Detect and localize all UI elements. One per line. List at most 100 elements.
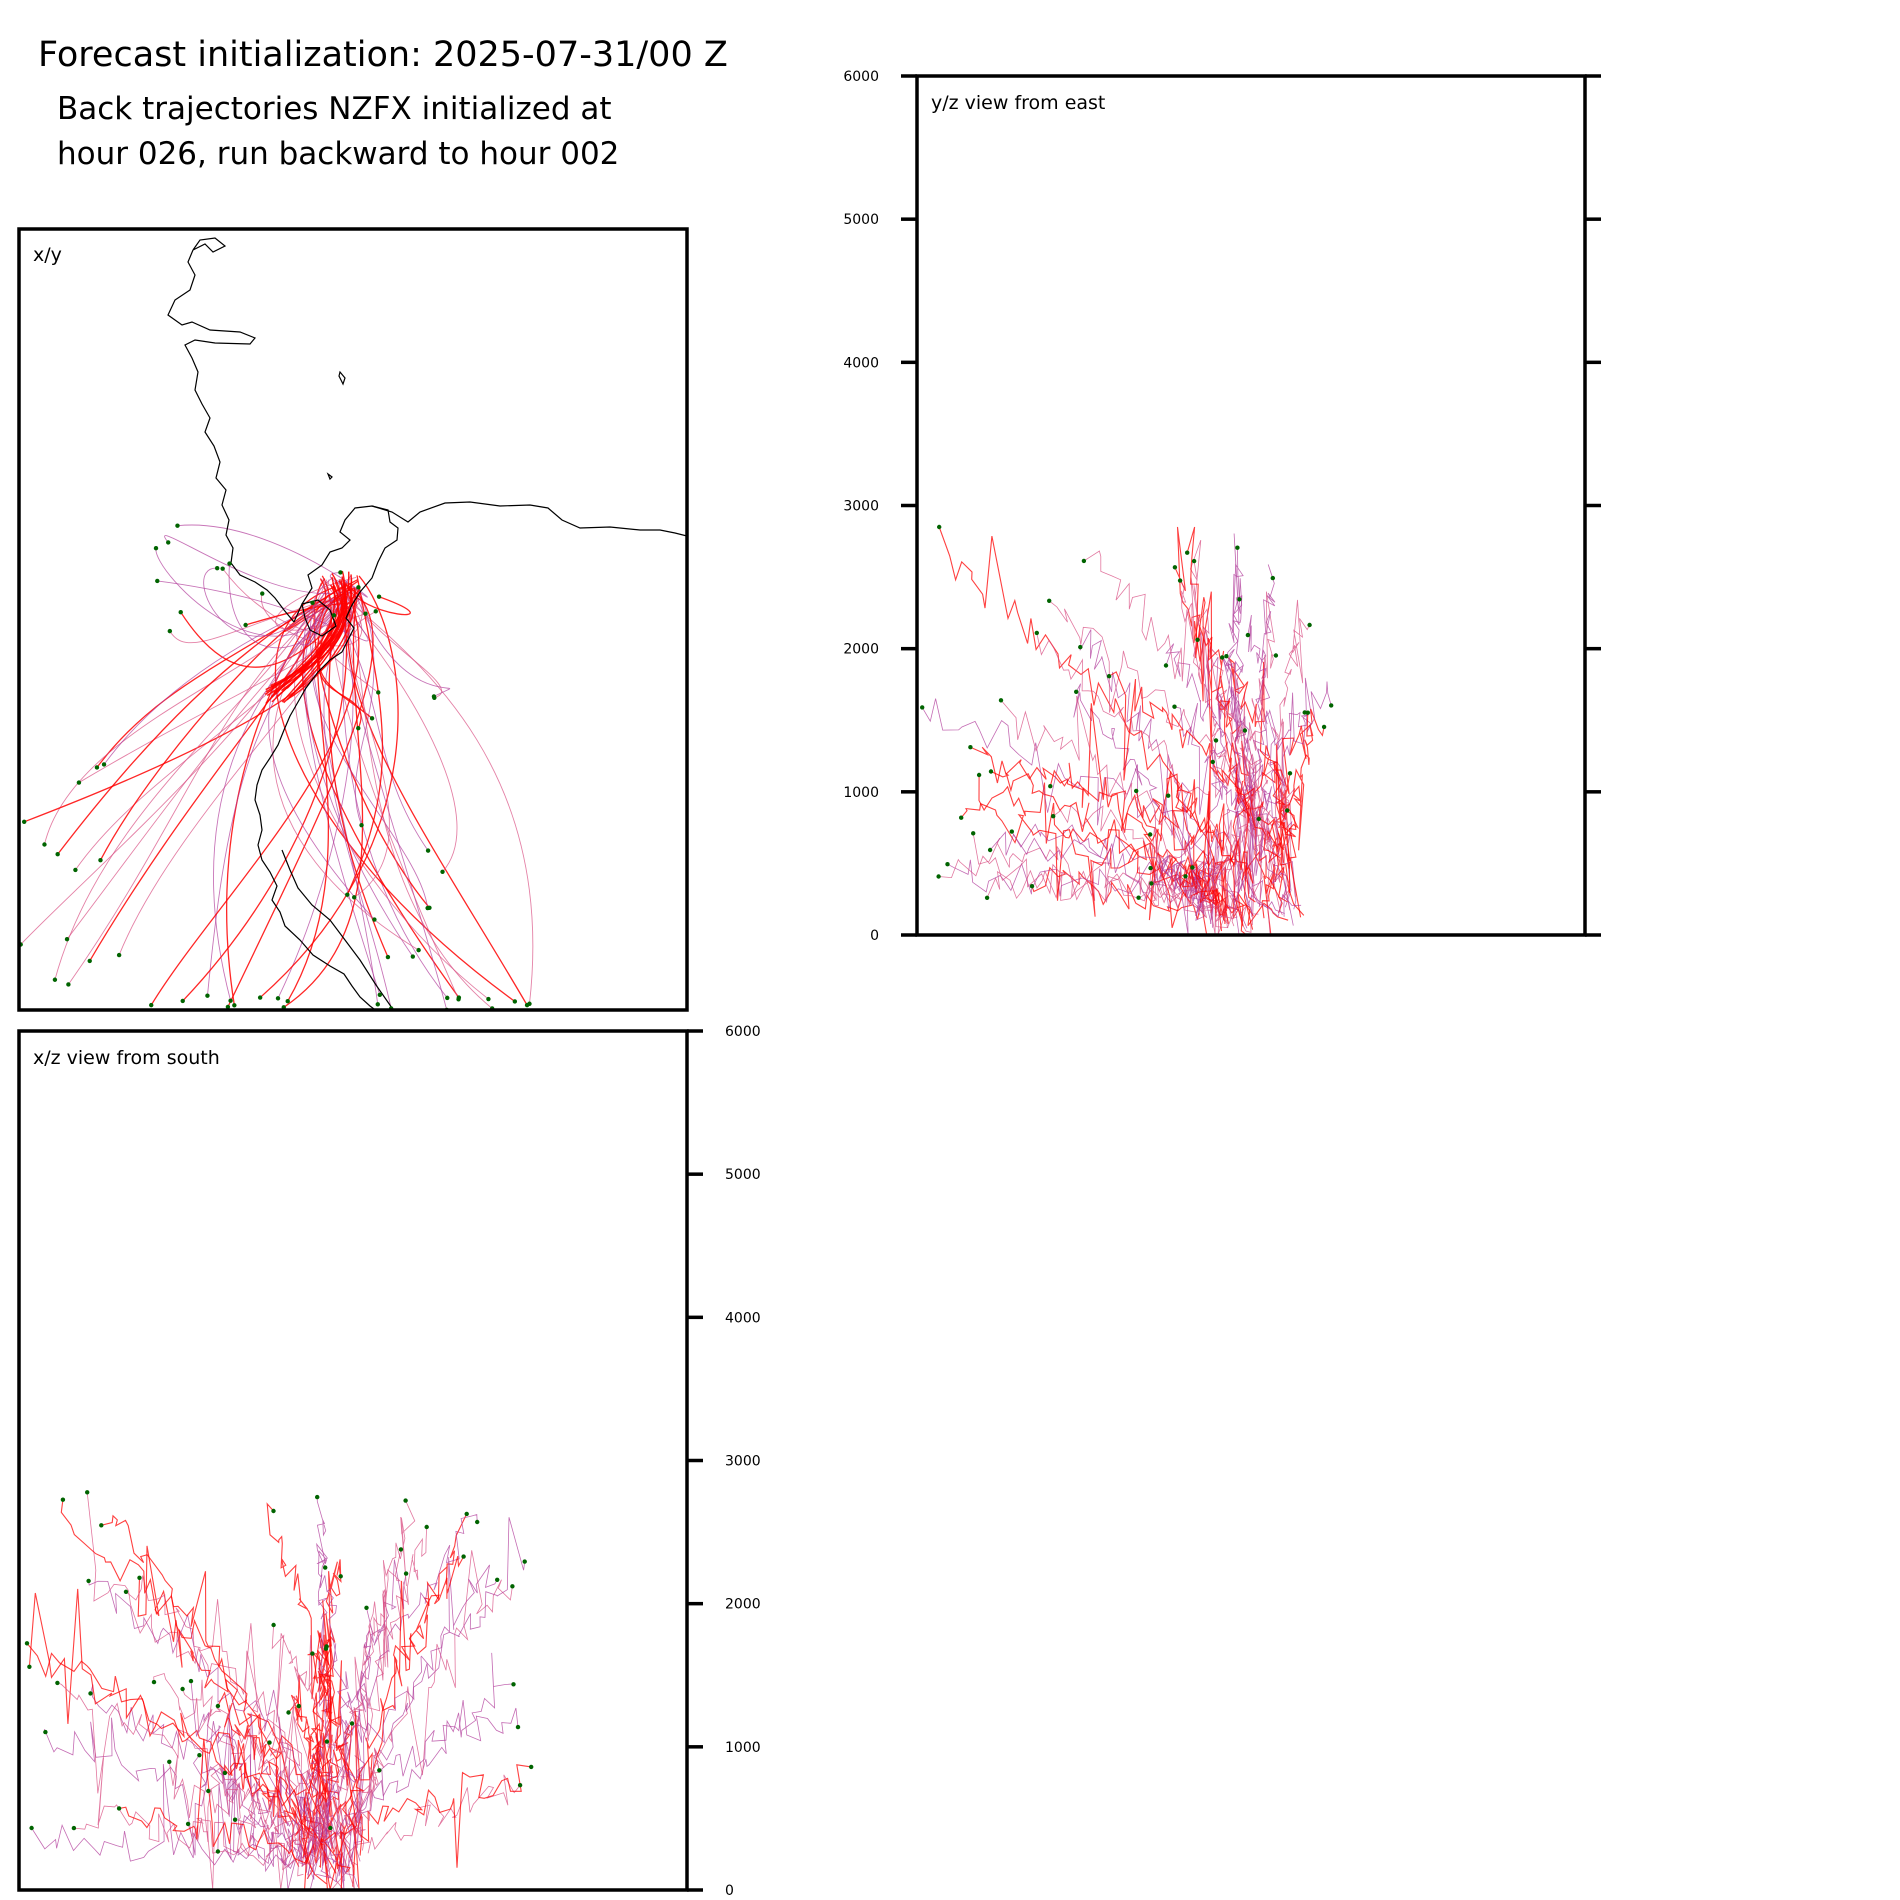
trajectory-endpoint [376,594,382,599]
y-tick-label: 6000 [725,1024,761,1040]
coastline-south [281,849,393,1009]
trajectory-path [318,603,336,639]
trajectory-endpoint [43,1729,48,1735]
y-tick-label: 0 [870,928,879,944]
trajectory-profile [125,1575,335,1850]
trajectory-path [96,582,348,768]
trajectory-endpoint [94,765,100,770]
trajectory-path [349,601,390,898]
trajectory-profile [1048,600,1291,911]
trajectory-endpoint [376,690,381,695]
trajectory-endpoint [167,1759,172,1765]
trajectory-endpoint [137,1575,142,1581]
trajectory-path [321,575,389,958]
trajectory-endpoint [1106,674,1112,679]
y-tick-label: 1000 [725,1740,761,1756]
trajectory-endpoint [1195,637,1200,642]
trajectory-path [294,593,489,1000]
y-tick-label: 3000 [843,499,879,515]
trajectory-endpoint [205,993,210,998]
trajectory-endpoint [285,998,290,1004]
trajectory-endpoint [1237,597,1242,602]
trajectory-profile [1277,712,1314,903]
trajectory-profile [88,1580,347,1878]
trajectory-endpoint [1029,884,1035,889]
trajectory-profile [1031,866,1289,927]
trajectory-endpoint [1287,771,1293,776]
trajectory-endpoint [215,1703,221,1709]
trajectory-path [212,575,352,1001]
trajectory-path [322,578,534,1004]
y-tick-label: 3000 [725,1454,761,1470]
trajectory-endpoint [1163,663,1169,668]
trajectory-endpoint [1242,728,1248,733]
trajectory-endpoint [1220,655,1225,660]
trajectory-endpoint [364,1605,369,1611]
trajectory-endpoint [403,1498,408,1503]
trajectory-endpoint [64,936,70,942]
trajectory-profile [60,1499,337,1874]
trajectory-endpoint [275,996,281,1001]
trajectory-endpoint [1177,578,1183,583]
trajectory-endpoint [271,1622,276,1628]
trajectory-endpoint [175,523,180,528]
trajectory-path [281,576,336,687]
trajectory-endpoint [424,1524,429,1530]
trajectory-endpoint [24,1641,30,1646]
trajectory-path [275,577,366,631]
trajectory-endpoint [431,694,437,699]
trajectory-endpoint [116,952,122,958]
trajectory-endpoint [976,772,982,778]
trajectory-endpoint [372,917,377,922]
trajectory-endpoint [87,958,92,964]
trajectory-endpoint [1256,816,1262,822]
trajectory-profile [1036,632,1244,892]
trajectory-profile [302,1559,342,1859]
trajectory-profile [1138,810,1237,935]
trajectory-endpoint [1270,575,1276,581]
trajectory-endpoint [98,857,103,863]
trajectory-endpoint [369,716,375,721]
trajectory-profile [309,1559,407,1890]
trajectory-profile [340,1550,513,1890]
trajectory-profile [294,1695,344,1872]
y-tick-label: 4000 [725,1310,761,1326]
trajectory-endpoint [153,546,159,551]
trajectory-endpoint [271,1508,276,1514]
trajectory-endpoint [987,847,993,853]
trajectory-endpoint [55,852,60,857]
trajectory-endpoint [1191,558,1197,564]
trajectory-endpoint [486,996,491,1002]
trajectory-endpoint [403,1571,409,1576]
trajectory-path [44,579,330,845]
trajectory-endpoint [286,1710,291,1715]
trajectory-path [265,584,340,693]
trajectory-profile [26,1642,342,1868]
trajectory-endpoint [267,1740,272,1745]
trajectory-endpoint [71,1825,77,1831]
trajectory-endpoint [227,561,232,566]
yz-y-axis-ticks: 0 1000 2000 3000 4000 5000 6000 [843,69,1601,944]
coastline-east [371,501,687,537]
trajectory-endpoint [1321,724,1327,730]
trajectory-endpoint [345,892,350,897]
trajectory-endpoint [512,999,518,1004]
yz-trajectory-lines [921,526,1332,935]
island-small-2 [326,472,333,481]
trajectory-endpoint [42,842,47,847]
trajectory-endpoint [228,998,233,1003]
trajectory-profile [1204,760,1260,899]
xy-endpoint-markers [19,523,532,1010]
trajectory-endpoint [1172,565,1178,570]
trajectory-endpoint [984,895,990,900]
trajectory-endpoint [66,982,71,987]
trajectory-endpoint [1190,865,1195,870]
trajectory-endpoint [968,745,973,750]
trajectory-endpoint [180,998,185,1004]
trajectory-profile [182,1679,330,1880]
xy-trajectory-lines [20,524,534,1010]
trajectory-path [268,602,375,920]
trajectory-profile [316,1542,358,1865]
trajectory-path [355,594,451,697]
trajectory-path [57,579,358,855]
